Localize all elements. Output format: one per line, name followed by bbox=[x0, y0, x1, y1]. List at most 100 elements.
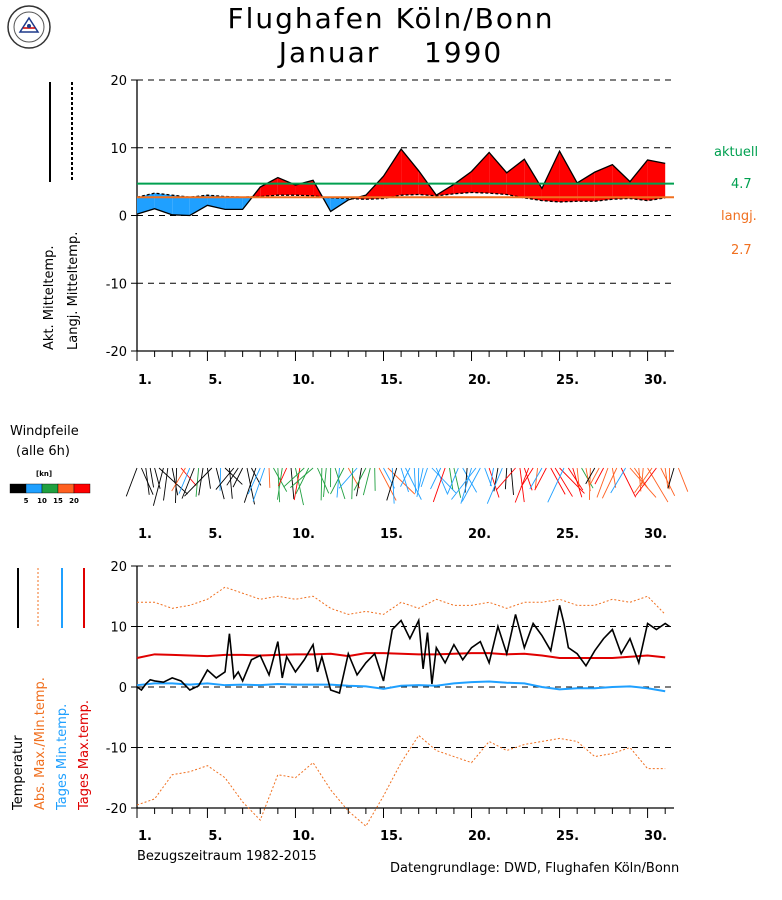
series-line-tages-max-temp- bbox=[136, 652, 666, 659]
wind-arrow bbox=[567, 467, 584, 491]
deviation-area bbox=[225, 196, 243, 210]
wind-label: Windpfeile bbox=[10, 424, 79, 439]
wind-arrow bbox=[290, 467, 295, 500]
bottom-chart-xtick-label: 20. bbox=[468, 829, 491, 844]
longterm-mean-label: langj. bbox=[721, 209, 757, 224]
bottom-chart-ytick-label: -10 bbox=[106, 742, 127, 757]
wind-arrow bbox=[178, 467, 191, 494]
wind-xtick-label: 5. bbox=[208, 527, 222, 542]
wind-arrow bbox=[430, 467, 442, 490]
wind-arrow bbox=[232, 467, 244, 488]
wind-arrow bbox=[547, 467, 565, 503]
series-line-tages-min-temp- bbox=[136, 680, 666, 693]
title-month: Januar bbox=[278, 36, 381, 69]
wind-arrow bbox=[336, 467, 340, 498]
bottom-chart-xtick-label: 10. bbox=[292, 829, 315, 844]
deviation-area bbox=[401, 149, 419, 196]
wind-arrow bbox=[400, 467, 411, 487]
wind-arrow bbox=[278, 467, 288, 487]
wind-arrow bbox=[413, 467, 417, 494]
wind-arrow bbox=[338, 467, 358, 489]
wind-arrow bbox=[638, 467, 642, 492]
top-chart-xtick-label: 15. bbox=[380, 373, 403, 388]
wind-arrow bbox=[149, 467, 155, 488]
top-chart-xtick-label: 5. bbox=[208, 373, 222, 388]
wind-arrow bbox=[181, 467, 195, 499]
wind-arrow bbox=[246, 467, 255, 505]
wind-arrow bbox=[171, 467, 179, 496]
wind-arrow bbox=[387, 467, 416, 495]
title-year: 1990 bbox=[423, 36, 504, 69]
deviation-area bbox=[154, 193, 173, 215]
bottom-chart-xtick-label: 15. bbox=[380, 829, 403, 844]
wind-scale-bin bbox=[57, 483, 75, 494]
wind-arrow bbox=[317, 467, 330, 494]
deviation-area bbox=[277, 177, 296, 196]
wind-arrow bbox=[534, 467, 547, 491]
deviation-area bbox=[189, 195, 208, 216]
wind-arrow bbox=[171, 467, 186, 492]
deviation-area bbox=[629, 159, 648, 201]
wind-interval-label: (alle 6h) bbox=[16, 444, 70, 459]
wind-arrow bbox=[594, 467, 604, 485]
longterm-mean-value: 2.7 bbox=[731, 243, 752, 258]
wind-arrow bbox=[446, 467, 459, 495]
wind-xtick-label: 20. bbox=[468, 527, 491, 542]
wind-arrow bbox=[581, 467, 594, 489]
wind-arrow bbox=[585, 467, 596, 485]
wind-arrow bbox=[432, 467, 446, 503]
wind-arrow bbox=[635, 467, 657, 496]
wind-scale-tick: 10 bbox=[37, 497, 47, 505]
deviation-area bbox=[453, 171, 472, 194]
wind-arrow bbox=[198, 467, 204, 496]
deviation-area bbox=[471, 152, 490, 194]
current-mean-label: aktuell bbox=[714, 145, 759, 160]
wind-arrow bbox=[664, 467, 669, 489]
wind-arrow bbox=[451, 467, 477, 500]
wind-arrow bbox=[488, 467, 500, 498]
wind-arrow bbox=[588, 467, 591, 500]
deviation-area bbox=[260, 177, 278, 197]
wind-arrow bbox=[145, 467, 150, 495]
wind-arrow bbox=[320, 467, 323, 501]
bottom-chart-xtick-label: 1. bbox=[138, 829, 152, 844]
wind-arrow bbox=[529, 467, 543, 490]
wind-arrow bbox=[295, 467, 310, 495]
wind-arrow bbox=[453, 467, 462, 498]
wind-arrow bbox=[391, 467, 395, 504]
deviation-area bbox=[365, 176, 384, 200]
wind-arrow bbox=[386, 467, 398, 501]
wind-scale-bin bbox=[25, 483, 43, 494]
top-chart-xtick-label: 25. bbox=[556, 373, 579, 388]
deviation-area bbox=[559, 151, 578, 202]
wind-arrow bbox=[247, 467, 261, 495]
deviation-area bbox=[541, 151, 560, 202]
wind-arrow bbox=[559, 467, 585, 494]
deviation-area bbox=[647, 159, 666, 201]
bottom-chart-ytick-label: -20 bbox=[106, 802, 127, 817]
wind-arrow bbox=[420, 467, 428, 488]
wind-arrow bbox=[383, 467, 395, 489]
wind-xtick-label: 10. bbox=[292, 527, 315, 542]
bottom-chart-xtick-label: 25. bbox=[556, 829, 579, 844]
wind-arrow bbox=[610, 467, 626, 494]
wind-arrow bbox=[353, 467, 367, 491]
wind-arrow bbox=[400, 467, 409, 493]
wind-arrow bbox=[601, 467, 618, 499]
ylabel-day-max: Tages Max.temp. bbox=[77, 700, 92, 811]
wind-arrow bbox=[175, 467, 178, 503]
bottom-chart-xtick-label: 5. bbox=[208, 829, 222, 844]
top-chart-xtick-label: 30. bbox=[644, 373, 667, 388]
ylabel-current-mean: Akt. Mitteltemp. bbox=[42, 245, 57, 350]
wind-scale-tick: 15 bbox=[53, 497, 63, 505]
deviation-area bbox=[172, 195, 190, 216]
wind-arrow bbox=[163, 467, 169, 501]
wind-arrow bbox=[620, 467, 637, 498]
deviation-area bbox=[577, 172, 595, 202]
wind-arrow bbox=[660, 467, 676, 497]
reference-period: Bezugszeitraum 1982-2015 bbox=[137, 849, 317, 864]
wind-xtick-label: 15. bbox=[380, 527, 403, 542]
wind-arrow bbox=[677, 467, 689, 492]
deviation-area bbox=[524, 159, 542, 201]
